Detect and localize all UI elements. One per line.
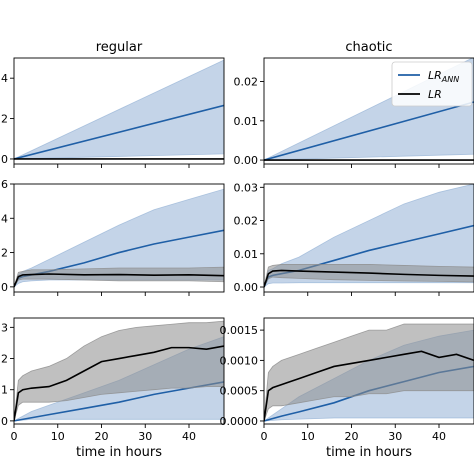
y-tick-label-r2c1-0: 0 [1,281,8,294]
y-tick-label-r2c2-3: 0.03 [234,181,259,194]
axes-frame-r2c2 [263,183,474,293]
y-tick-label-r1c1-1: 2 [1,113,8,126]
column-title-chaotic: chaotic [345,40,392,55]
y-tick-label-r3c1-2: 2 [1,353,8,366]
axes-frame-r1c1 [13,57,225,165]
x-tick-label-r3c2-3: 30 [388,430,402,443]
legend-label-name-1: LR [428,88,442,101]
y-tick-label-r3c2-3: 0.0015 [220,324,259,337]
y-tick-label-r3c2-1: 0.0005 [220,385,259,398]
x-tick-label-r3c1-4: 40 [182,430,196,443]
band-ann-r2c1 [14,188,224,288]
legend-label-name-0: LR [428,69,442,82]
x-tick-label-r3c1-2: 20 [95,430,109,443]
plot-area-r2c1 [14,188,224,288]
x-tick-label-r3c2-1: 10 [301,430,315,443]
band-lr-r3c1 [14,320,224,421]
y-tick-label-r1c2-1: 0.01 [234,115,259,128]
panel-r1c1: 0 2 4 [1,57,225,168]
y-tick-label-r1c1-0: 0 [1,153,8,166]
y-tick-label-r1c2-2: 0.02 [234,76,259,89]
column-title-regular: regular [96,40,143,55]
series-line-ann-r1c2 [264,101,474,161]
x-tick-label-r3c2-2: 20 [345,430,359,443]
plot-area-r1c1 [14,59,224,160]
series-line-ann-r1c1 [14,104,224,160]
series-line-ann-r3c1 [14,381,224,422]
plot-area-r3c2 [264,323,474,422]
panel-r2c2: 0.00 0.01 0.02 0.03 [234,181,474,296]
x-tick-label-r3c2-4: 40 [432,430,446,443]
y-tick-label-r3c1-1: 1 [1,384,8,397]
plot-area-r2c2 [264,184,474,288]
y-tick-label-r2c2-0: 0.00 [234,281,259,294]
band-lr-r2c1 [14,266,224,288]
x-tick-label-r3c2-0: 0 [261,430,268,443]
y-tick-label-r3c2-0: 0.0000 [220,415,259,428]
y-tick-label-r3c1-3: 3 [1,321,8,334]
band-ann-r2c2 [264,184,474,288]
series-line-lr-r3c1 [14,345,224,422]
y-tick-label-r2c1-3: 6 [1,178,8,191]
legend-label-1: LR [428,88,442,101]
y-tick-label-r3c1-0: 0 [1,415,8,428]
axes-frame-r2c1 [13,183,225,293]
x-tick-label-r3c1-1: 10 [51,430,65,443]
legend-label-0: LRANN [428,69,459,84]
series-line-lr-r3c2 [264,350,474,422]
y-tick-label-r3c2-2: 0.0010 [220,354,259,367]
legend-label-sub-0: ANN [441,75,459,84]
band-lr-r3c2 [264,323,474,422]
panel-r2c1: 0 2 4 6 [1,178,225,296]
y-tick-label-r1c1-2: 4 [1,72,8,85]
x-tick-label-r3c1-3: 30 [138,430,152,443]
axes-frame-r3c1 [13,317,225,425]
axes-frame-r3c2 [263,317,474,425]
y-tick-label-r2c1-2: 4 [1,212,8,225]
x-tick-label-r3c1-0: 0 [11,430,18,443]
series-line-lr-r2c1 [14,273,224,288]
band-ann-r1c1 [14,59,224,160]
band-lr-r2c2 [264,264,474,288]
y-tick-label-r1c2-0: 0.00 [234,154,259,167]
series-line-lr-r2c2 [264,269,474,288]
y-tick-label-r2c2-2: 0.02 [234,215,259,228]
axes-frame-r1c2 [263,57,474,165]
x-axis-label-r3c1: time in hours [76,445,162,460]
plot-area-r3c1 [14,320,224,422]
x-axis-label-r3c2: time in hours [326,445,412,460]
y-tick-label-r2c1-1: 2 [1,247,8,260]
panel-r3c2: 0.0000 0.0005 0.0010 0.0015 0 10 20 30 40 time in… [220,317,474,460]
y-tick-label-r2c2-1: 0.01 [234,248,259,261]
legend-box [391,61,473,107]
